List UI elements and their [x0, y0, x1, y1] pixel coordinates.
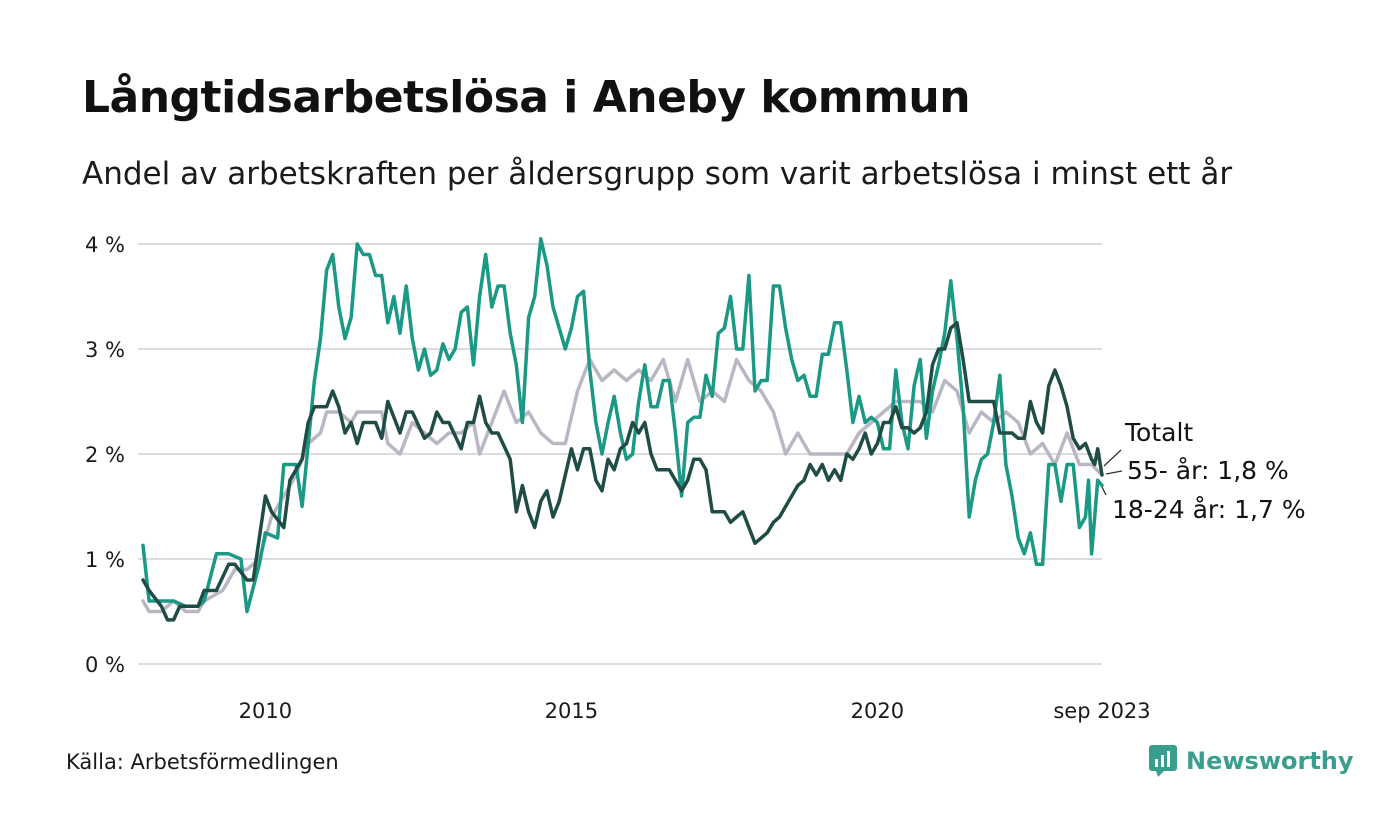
chart-title: Långtidsarbetslösa i Aneby kommun [82, 72, 971, 123]
end-labels: Totalt 55- år: 1,8 % 18-24 år: 1,7 % [1101, 418, 1306, 524]
series-line-18-24-r [141, 237, 1104, 614]
series-lines [141, 237, 1104, 622]
series-end-label: 55- år: 1,8 % [1127, 456, 1289, 485]
y-tick-label: 2 % [85, 443, 125, 467]
y-axis-ticks: 0 % 1 % 2 % 3 % 4 % [85, 233, 125, 677]
x-tick-label: 2015 [545, 699, 598, 723]
label-leader-line [1105, 470, 1123, 475]
series-end-label: Totalt [1124, 418, 1193, 447]
x-tick-label: 2010 [239, 699, 292, 723]
source-note: Källa: Arbetsförmedlingen [66, 750, 339, 774]
chart-subtitle: Andel av arbetskraften per åldersgrupp s… [82, 156, 1233, 192]
y-tick-label: 1 % [85, 548, 125, 572]
x-axis-ticks: 2010 2015 2020 sep 2023 [239, 699, 1151, 723]
y-tick-label: 3 % [85, 338, 125, 362]
label-leader-line [1101, 486, 1107, 496]
label-leader-line [1103, 449, 1122, 467]
y-tick-label: 0 % [85, 653, 125, 677]
y-tick-label: 4 % [85, 233, 125, 257]
x-tick-label: 2020 [851, 699, 904, 723]
newsworthy-logo-icon [1149, 745, 1177, 777]
brand-logo: Newsworthy [1148, 744, 1354, 778]
x-tick-label: sep 2023 [1053, 699, 1150, 723]
brand-name: Newsworthy [1186, 747, 1354, 775]
series-line-totalt [141, 321, 1104, 622]
series-line-55-r [141, 357, 1104, 614]
series-end-label: 18-24 år: 1,7 % [1112, 495, 1306, 524]
